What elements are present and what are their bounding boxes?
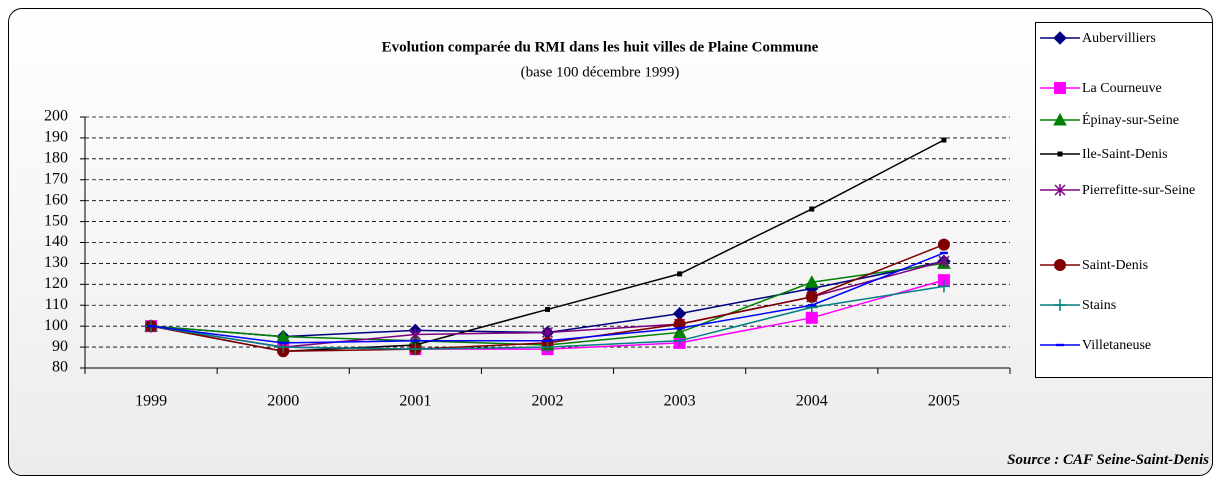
legend-item: Saint-Denis xyxy=(1036,256,1214,274)
y-tick-label: 130 xyxy=(44,254,68,271)
legend-swatch xyxy=(1040,112,1080,126)
legend-swatch xyxy=(1040,31,1080,45)
legend-item: Stains xyxy=(1036,296,1214,314)
y-tick-label: 80 xyxy=(52,359,68,376)
chart-subtitle: (base 100 décembre 1999) xyxy=(521,64,680,80)
marker xyxy=(541,326,554,339)
marker xyxy=(939,251,948,255)
marker xyxy=(805,301,818,314)
marker xyxy=(807,304,816,307)
marker xyxy=(805,311,818,324)
marker xyxy=(675,327,684,330)
legend-swatch xyxy=(1040,184,1080,196)
legend-swatch xyxy=(1040,82,1080,94)
legend-label: Ile-Saint-Denis xyxy=(1082,147,1168,162)
legend-item: Ile-Saint-Denis xyxy=(1036,145,1214,163)
legend-label: Saint-Denis xyxy=(1082,258,1149,273)
legend-swatch xyxy=(1040,343,1080,347)
series-line xyxy=(150,139,945,353)
y-tick-label: 170 xyxy=(44,170,68,187)
x-tick-label: 1999 xyxy=(135,393,167,410)
legend-swatch xyxy=(1040,151,1080,157)
marker xyxy=(147,324,156,328)
legend-item: Villetaneuse xyxy=(1036,336,1214,354)
marker xyxy=(279,341,288,345)
marker xyxy=(673,318,686,331)
legend-label: Villetaneuse xyxy=(1082,338,1152,353)
legend-item: La Courneuve xyxy=(1036,79,1214,97)
series-line xyxy=(151,260,945,338)
x-tick-label: 2003 xyxy=(664,393,696,410)
marker xyxy=(411,339,420,343)
legend-item: Aubervilliers xyxy=(1036,29,1214,47)
legend-label: Aubervilliers xyxy=(1082,31,1156,46)
source-note: Source : CAF Seine-Saint-Denis xyxy=(1007,452,1209,468)
x-tick-label: 2002 xyxy=(532,393,564,410)
marker xyxy=(409,328,421,341)
y-tick-label: 190 xyxy=(44,129,68,146)
legend-swatch xyxy=(1040,299,1080,311)
marker xyxy=(804,275,819,288)
legend-label: Pierrefitte-sur-Seine xyxy=(1082,183,1196,198)
legend-item: Pierrefitte-sur-Seine xyxy=(1036,181,1214,199)
legend-label: Épinay-sur-Seine xyxy=(1082,113,1179,128)
x-tick-label: 2000 xyxy=(267,393,299,410)
legend-label: La Courneuve xyxy=(1082,81,1162,96)
y-tick-label: 140 xyxy=(44,233,68,250)
marker xyxy=(677,271,683,277)
y-tick-label: 200 xyxy=(44,108,68,125)
y-tick-label: 180 xyxy=(44,150,68,167)
y-tick-label: 110 xyxy=(45,296,68,313)
marker xyxy=(809,206,815,212)
marker xyxy=(937,280,950,293)
legend-label: Stains xyxy=(1082,298,1117,313)
marker xyxy=(543,339,552,343)
legend-swatch xyxy=(1040,259,1080,271)
marker xyxy=(938,255,950,268)
y-tick-label: 100 xyxy=(44,317,68,334)
marker xyxy=(545,306,550,312)
marker xyxy=(673,334,686,347)
chart-title: Evolution comparée du RMI dans les huit … xyxy=(382,39,819,55)
marker xyxy=(1057,151,1063,157)
marker xyxy=(937,238,950,251)
marker xyxy=(1054,184,1066,196)
x-tick-label: 2001 xyxy=(399,393,431,410)
marker xyxy=(409,343,422,356)
x-tick-label: 2004 xyxy=(796,393,828,410)
marker xyxy=(1054,299,1066,311)
legend: Aubervilliers La Courneuve Épinay-sur-Sein… xyxy=(1035,22,1213,378)
marker xyxy=(1054,259,1066,271)
y-tick-label: 150 xyxy=(44,212,68,229)
marker xyxy=(541,341,554,354)
y-tick-label: 160 xyxy=(44,191,68,208)
marker xyxy=(1056,343,1064,347)
chart-frame xyxy=(8,8,1213,476)
marker xyxy=(1054,82,1066,94)
marker xyxy=(672,306,687,321)
marker xyxy=(1053,112,1067,126)
y-tick-label: 90 xyxy=(52,338,68,355)
x-tick-label: 2005 xyxy=(928,393,960,410)
marker xyxy=(1053,31,1067,45)
legend-item: Épinay-sur-Seine xyxy=(1036,111,1214,129)
marker xyxy=(941,137,947,143)
y-tick-label: 120 xyxy=(44,275,68,292)
marker xyxy=(805,290,818,303)
